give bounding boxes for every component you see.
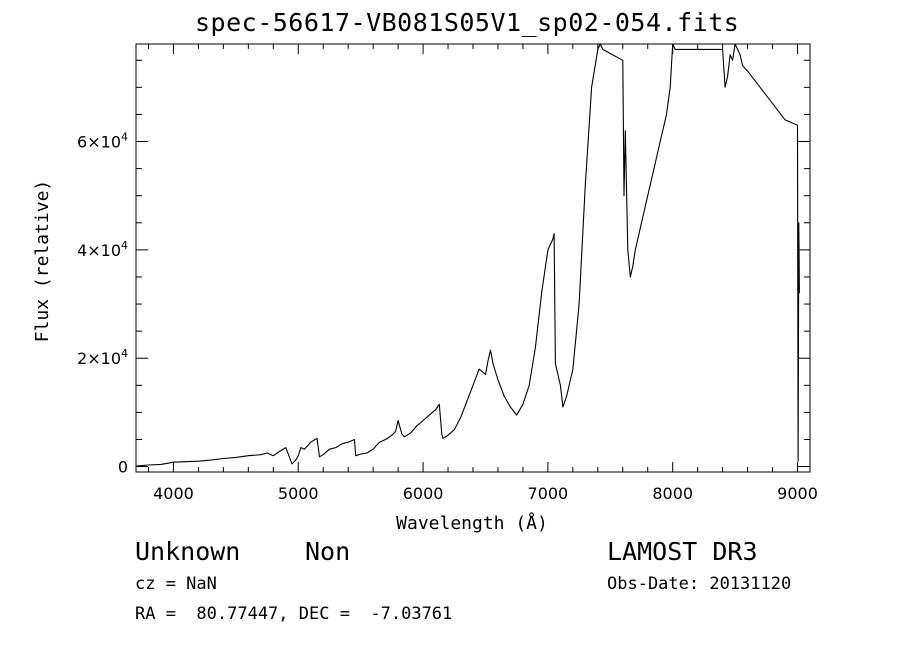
obs-date-line: Obs-Date: 20131120	[607, 574, 792, 594]
x-tick-label: 7000	[528, 484, 569, 503]
x-axis: 4000 5000 6000 7000 8000 9000	[147, 44, 818, 503]
x-tick-label: 9000	[777, 484, 818, 503]
y-tick-label: 4×104	[77, 239, 128, 260]
y-tick-exponent: 4	[121, 347, 128, 360]
survey-name: LAMOST DR3	[607, 537, 758, 566]
x-tick-label: 6000	[403, 484, 444, 503]
y-tick-exponent: 4	[121, 131, 128, 144]
y-tick-label: 2×104	[77, 347, 128, 368]
x-tick-label: 8000	[652, 484, 693, 503]
redshift-line: cz = NaN	[135, 574, 217, 594]
y-tick-exponent: 4	[121, 239, 128, 252]
x-axis-label: Wavelength (Å)	[396, 512, 548, 534]
ra-dec-line: RA = 80.77447, DEC = -7.03761	[135, 604, 453, 624]
y-axis: 0 2×104 4×104 6×104	[77, 59, 810, 477]
x-tick-label: 4000	[153, 484, 194, 503]
object-subclass: Non	[305, 537, 351, 566]
object-class: Unknown	[135, 537, 241, 566]
y-axis-label: Flux (relative)	[32, 180, 53, 343]
chart-title: spec-56617-VB081S05V1_sp02-054.fits	[195, 8, 740, 37]
series-layer	[135, 43, 800, 467]
x-tick-label: 5000	[278, 484, 319, 503]
spectrum-line	[135, 43, 800, 467]
plot-frame	[135, 43, 811, 473]
y-tick-label: 6×104	[77, 131, 128, 152]
y-tick-label: 0	[118, 458, 128, 477]
plot-border	[135, 43, 811, 473]
